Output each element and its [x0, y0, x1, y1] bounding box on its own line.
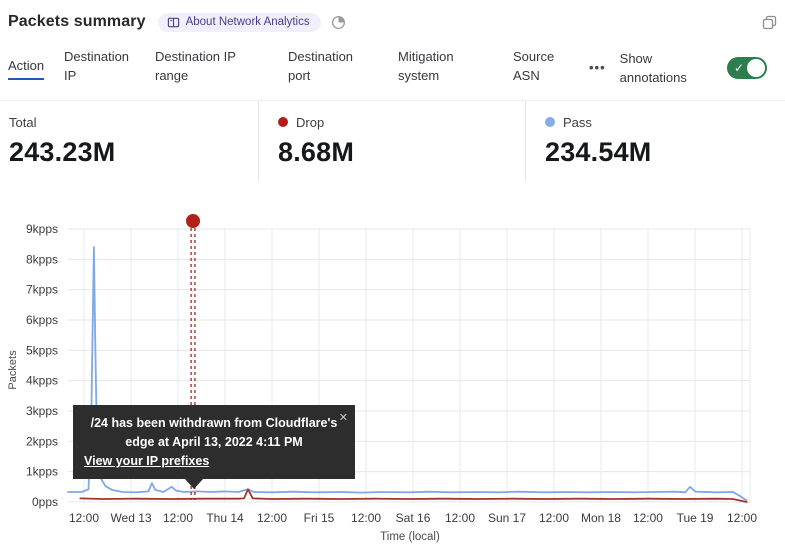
tab-label: Mitigation system	[398, 48, 454, 83]
book-icon	[167, 16, 180, 29]
tab-destination-port[interactable]: Destination port	[288, 47, 364, 90]
page-title: Packets summary	[8, 13, 146, 30]
x-tick-label: Mon 18	[581, 511, 621, 525]
y-tick-label: 2kpps	[26, 434, 58, 448]
y-tick-label: 5kpps	[26, 343, 58, 357]
stat-label-row: Total	[9, 113, 258, 131]
annotation-tooltip: /24 has been withdrawn from Cloudflare's…	[73, 405, 355, 489]
y-tick-label: 8kpps	[26, 252, 58, 266]
x-tick-label: 12:00	[351, 511, 381, 525]
y-tick-label: 6kpps	[26, 313, 58, 327]
tab-label: Action	[8, 56, 45, 80]
series-line-drop	[79, 488, 748, 503]
stat-value: 8.68M	[278, 137, 355, 167]
tab-destination-ip[interactable]: Destination IP	[64, 47, 140, 90]
stat-label-row: Pass	[545, 113, 785, 131]
dimension-tabs: Action Destination IP Destination IP range…	[0, 40, 785, 96]
view-ip-prefixes-link[interactable]: View your IP prefixes	[84, 454, 210, 468]
x-tick-label: 12:00	[633, 511, 663, 525]
annotation-message: /24 has been withdrawn from Cloudflare's…	[90, 416, 338, 449]
x-tick-label: Wed 13	[110, 511, 151, 525]
x-axis-title: Time (local)	[380, 531, 440, 543]
about-badge-label: About Network Analytics	[185, 16, 310, 28]
close-icon[interactable]: ✕	[338, 412, 348, 424]
tab-label: Destination IP range	[155, 48, 236, 83]
tab-label: Source ASN	[513, 48, 555, 83]
check-icon: ✓	[734, 61, 745, 75]
x-tick-label: 12:00	[727, 511, 757, 525]
show-annotations-toggle[interactable]: ✓	[727, 57, 767, 79]
stats-row: Total 243.23M Drop 8.68M Pass 234.54M	[0, 100, 785, 181]
stat-label: Drop	[296, 114, 325, 130]
tab-destination-ip-range[interactable]: Destination IP range	[155, 47, 251, 90]
toggle-knob	[747, 59, 765, 77]
y-axis-title: Packets	[7, 350, 19, 390]
stat-cell-total: Total 243.23M	[0, 101, 258, 181]
x-tick-label: 12:00	[539, 511, 569, 525]
series-dot-icon	[545, 117, 555, 127]
chart-canvas: 9kpps 8kpps 7kpps 6kpps 5kpps 4kpps 3kpps 2kpps…	[7, 214, 757, 543]
y-tick-label: 9kpps	[26, 222, 58, 236]
stat-value: 234.54M	[545, 137, 652, 167]
tab-mitigation-system[interactable]: Mitigation system	[398, 47, 478, 90]
about-network-analytics-badge[interactable]: About Network Analytics	[157, 12, 321, 32]
pie-clock-icon	[331, 15, 346, 30]
panel-header: Packets summary About Network Analytics	[8, 6, 777, 38]
tooltip-caret	[185, 479, 203, 489]
y-tick-label: 1kpps	[26, 465, 58, 479]
show-annotations-label: Show annotations	[619, 51, 687, 85]
series-line-pass	[67, 246, 748, 502]
stat-cell-drop: Drop 8.68M	[258, 101, 525, 181]
stat-cell-pass: Pass 234.54M	[525, 101, 785, 181]
x-tick-label: Fri 15	[304, 511, 335, 525]
x-tick-label: Thu 14	[206, 511, 244, 525]
x-tick-label: Tue 19	[677, 511, 714, 525]
tab-label: Destination IP	[64, 48, 130, 83]
series-dot-icon	[278, 117, 288, 127]
x-tick-label: Sat 16	[396, 511, 431, 525]
y-tick-label: 3kpps	[26, 404, 58, 418]
y-tick-label: 0pps	[32, 495, 58, 509]
stat-label-row: Drop	[278, 113, 525, 131]
x-tick-label: Sun 17	[488, 511, 526, 525]
stat-label: Total	[9, 114, 37, 130]
annotation-marker-dot[interactable]	[186, 214, 201, 228]
stat-label: Pass	[563, 114, 592, 130]
stat-value: 243.23M	[9, 137, 116, 167]
more-tabs-button[interactable]: •••	[589, 60, 606, 75]
x-tick-label: 12:00	[163, 511, 193, 525]
x-tick-label: 12:00	[257, 511, 287, 525]
y-tick-label: 4kpps	[26, 374, 58, 388]
tab-source-asn[interactable]: Source ASN	[513, 47, 561, 90]
pop-out-icon[interactable]	[762, 15, 777, 30]
packets-chart: 9kpps 8kpps 7kpps 6kpps 5kpps 4kpps 3kpps 2kpps…	[0, 210, 785, 555]
x-tick-label: 12:00	[69, 511, 99, 525]
tab-action[interactable]: Action	[8, 56, 54, 80]
tab-label: Destination port	[288, 48, 354, 83]
y-tick-label: 7kpps	[26, 283, 58, 297]
x-tick-label: 12:00	[445, 511, 475, 525]
